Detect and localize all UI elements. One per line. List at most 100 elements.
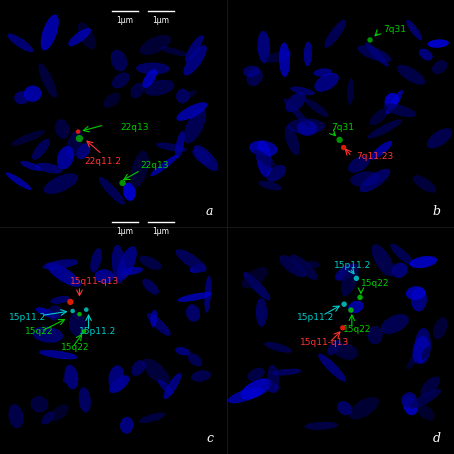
Ellipse shape xyxy=(315,73,339,91)
Ellipse shape xyxy=(188,353,202,366)
Ellipse shape xyxy=(386,90,403,114)
Ellipse shape xyxy=(385,93,399,109)
Ellipse shape xyxy=(123,183,135,201)
Ellipse shape xyxy=(24,86,41,102)
Ellipse shape xyxy=(368,120,402,138)
Ellipse shape xyxy=(95,270,114,283)
Ellipse shape xyxy=(257,141,271,177)
Ellipse shape xyxy=(258,31,270,63)
Ellipse shape xyxy=(131,83,143,98)
Ellipse shape xyxy=(327,340,341,355)
Ellipse shape xyxy=(406,286,425,300)
Ellipse shape xyxy=(104,93,119,108)
Ellipse shape xyxy=(66,130,82,158)
Ellipse shape xyxy=(151,155,178,176)
Ellipse shape xyxy=(334,343,357,360)
Ellipse shape xyxy=(341,266,358,296)
Circle shape xyxy=(340,325,345,331)
Ellipse shape xyxy=(286,93,306,112)
Circle shape xyxy=(341,301,347,307)
Ellipse shape xyxy=(297,121,317,135)
Text: c: c xyxy=(207,432,213,445)
Ellipse shape xyxy=(9,405,23,428)
Ellipse shape xyxy=(112,245,124,283)
Ellipse shape xyxy=(243,272,270,300)
Ellipse shape xyxy=(65,365,78,389)
Ellipse shape xyxy=(144,80,174,95)
Ellipse shape xyxy=(406,20,422,40)
Ellipse shape xyxy=(279,43,290,77)
Ellipse shape xyxy=(419,49,432,60)
Text: 15q22: 15q22 xyxy=(343,325,371,334)
Ellipse shape xyxy=(121,267,143,275)
Ellipse shape xyxy=(254,150,277,170)
Text: 15q22: 15q22 xyxy=(361,279,390,288)
Ellipse shape xyxy=(136,63,169,74)
Text: 15q22: 15q22 xyxy=(25,327,54,336)
Ellipse shape xyxy=(47,306,62,320)
Circle shape xyxy=(367,37,373,43)
Ellipse shape xyxy=(164,373,181,399)
Circle shape xyxy=(119,180,126,186)
Ellipse shape xyxy=(43,260,78,269)
Ellipse shape xyxy=(305,422,337,429)
Ellipse shape xyxy=(8,34,33,52)
Ellipse shape xyxy=(372,245,394,276)
Circle shape xyxy=(77,312,82,316)
Text: d: d xyxy=(432,432,440,445)
Ellipse shape xyxy=(259,181,282,190)
Ellipse shape xyxy=(51,405,69,421)
Ellipse shape xyxy=(44,174,78,194)
Ellipse shape xyxy=(413,336,429,363)
Text: 7q11.23: 7q11.23 xyxy=(356,152,394,161)
Ellipse shape xyxy=(284,99,311,128)
Ellipse shape xyxy=(143,69,157,88)
Text: 22q11.2: 22q11.2 xyxy=(84,157,121,166)
Text: 7q31: 7q31 xyxy=(384,25,407,34)
Ellipse shape xyxy=(384,104,416,117)
Ellipse shape xyxy=(392,263,407,277)
Ellipse shape xyxy=(111,50,127,71)
Ellipse shape xyxy=(148,313,170,336)
Ellipse shape xyxy=(265,342,292,352)
Ellipse shape xyxy=(6,173,31,190)
Ellipse shape xyxy=(78,23,96,49)
Ellipse shape xyxy=(69,29,90,46)
Ellipse shape xyxy=(370,109,388,125)
Ellipse shape xyxy=(31,396,48,412)
Ellipse shape xyxy=(250,141,277,156)
Ellipse shape xyxy=(350,172,379,186)
Ellipse shape xyxy=(243,66,260,77)
Text: 15q22: 15q22 xyxy=(61,343,90,352)
Ellipse shape xyxy=(291,255,317,280)
Ellipse shape xyxy=(401,393,416,407)
Circle shape xyxy=(82,329,86,334)
Ellipse shape xyxy=(131,151,148,188)
Ellipse shape xyxy=(33,327,63,342)
Ellipse shape xyxy=(112,73,129,88)
Ellipse shape xyxy=(139,413,165,423)
Text: a: a xyxy=(206,205,213,218)
Ellipse shape xyxy=(120,417,133,434)
Ellipse shape xyxy=(161,47,186,55)
Ellipse shape xyxy=(248,368,265,381)
Ellipse shape xyxy=(417,404,434,420)
Ellipse shape xyxy=(32,139,49,159)
Text: 22q13: 22q13 xyxy=(120,123,149,132)
Ellipse shape xyxy=(156,143,187,152)
Ellipse shape xyxy=(410,390,441,408)
Text: 1μm: 1μm xyxy=(116,16,133,25)
Text: 15p11.2: 15p11.2 xyxy=(334,261,371,270)
Ellipse shape xyxy=(192,370,211,381)
Ellipse shape xyxy=(242,267,267,288)
Ellipse shape xyxy=(421,346,430,360)
Ellipse shape xyxy=(325,20,346,47)
Ellipse shape xyxy=(390,244,414,265)
Ellipse shape xyxy=(140,35,171,55)
Ellipse shape xyxy=(90,248,102,272)
Ellipse shape xyxy=(415,328,431,364)
Circle shape xyxy=(70,309,75,313)
Ellipse shape xyxy=(368,326,382,344)
Ellipse shape xyxy=(280,256,306,277)
Ellipse shape xyxy=(57,146,74,169)
